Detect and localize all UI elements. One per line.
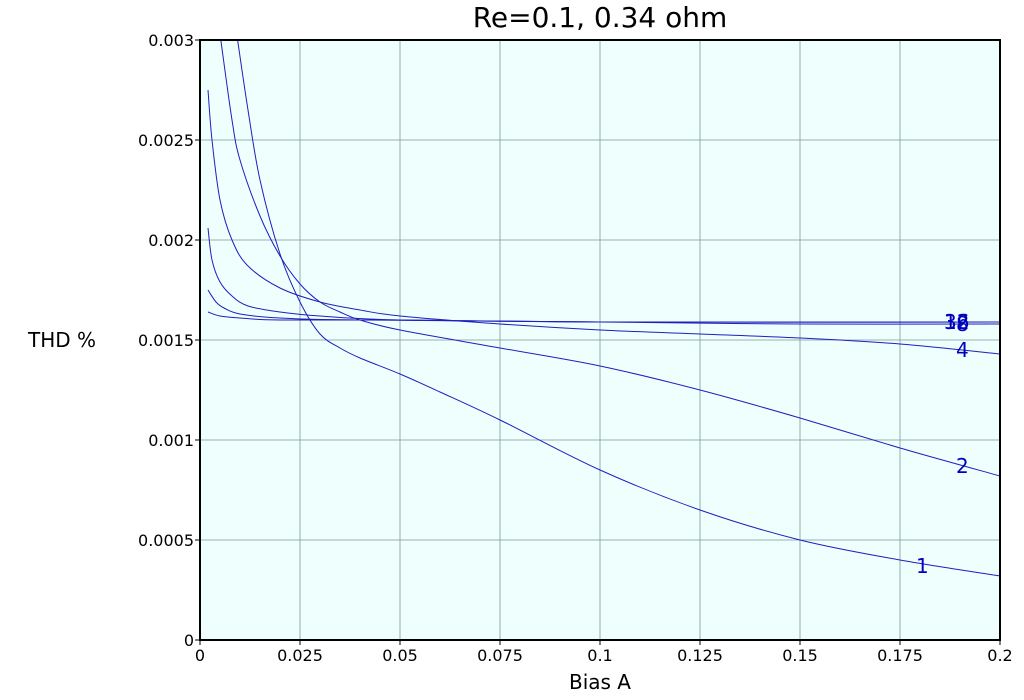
series-line-8 xyxy=(207,227,1001,325)
y-tick-label: 0 xyxy=(184,631,194,650)
series-lines xyxy=(207,39,1001,577)
x-tick-label: 0.15 xyxy=(782,646,818,665)
series-label-16: 16 xyxy=(944,310,969,334)
series-label-4: 4 xyxy=(956,338,969,362)
series-line-4 xyxy=(207,89,1001,355)
series-label-2: 2 xyxy=(956,454,969,478)
y-tick-label: 0.0005 xyxy=(138,531,194,550)
y-tick-label: 0.001 xyxy=(148,431,194,450)
x-axis-label: Bias A xyxy=(569,670,631,694)
x-tick-label: 0.1 xyxy=(587,646,612,665)
x-tick-label: 0.025 xyxy=(277,646,323,665)
x-tick-label: 0 xyxy=(195,646,205,665)
plot-border xyxy=(199,39,1001,641)
x-tick-label: 0.05 xyxy=(382,646,418,665)
y-axis-label: THD % xyxy=(28,328,97,352)
chart-title: Re=0.1, 0.34 ohm xyxy=(472,1,728,34)
y-tick-label: 0.003 xyxy=(148,31,194,50)
y-tick-label: 0.0015 xyxy=(138,331,194,350)
x-tick-label: 0.125 xyxy=(677,646,723,665)
x-tick-label: 0.2 xyxy=(987,646,1012,665)
grid-lines xyxy=(200,40,1000,640)
x-tick-label: 0.175 xyxy=(877,646,923,665)
series-label-32: 32 xyxy=(944,310,969,334)
series-line-1 xyxy=(237,39,1001,577)
series-label-8: 8 xyxy=(956,312,969,336)
series-line-2 xyxy=(220,39,1001,477)
x-tick-label: 0.075 xyxy=(477,646,523,665)
y-tick-label: 0.0025 xyxy=(138,131,194,150)
series-line-32 xyxy=(207,311,1001,323)
x-axis-ticks: 0 0.025 0.05 0.075 0.1 0.125 0.15 0.175 0.2 xyxy=(195,640,1013,665)
y-tick-label: 0.002 xyxy=(148,231,194,250)
y-axis-ticks: 0 0.0005 0.001 0.0015 0.002 0.0025 0.003 xyxy=(138,31,200,650)
series-label-1: 1 xyxy=(916,554,929,578)
